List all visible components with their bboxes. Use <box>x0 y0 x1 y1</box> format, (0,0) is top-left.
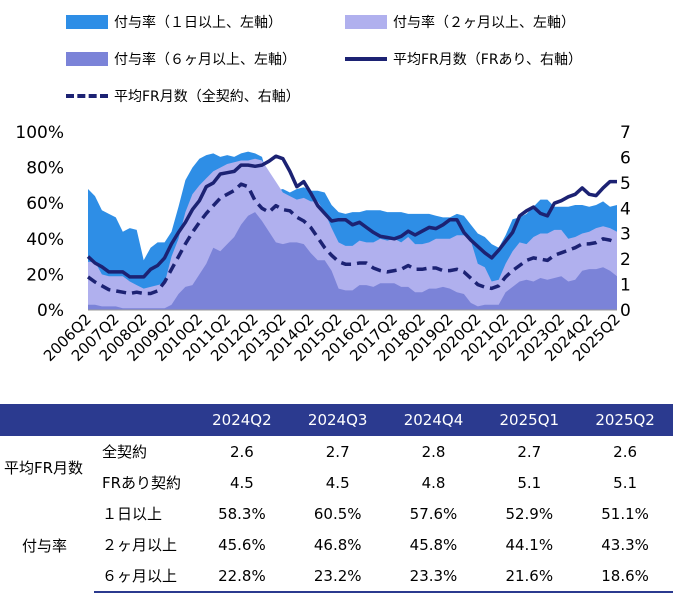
table-cell: 51.1% <box>601 504 649 523</box>
table-cell: 57.6% <box>409 504 458 523</box>
table-cell: 2.7 <box>517 442 542 461</box>
legend-label: 平均FR月数（全契約、右軸） <box>114 89 300 105</box>
table-cell: 4.5 <box>229 473 254 492</box>
table-row-label: １日以上 <box>102 505 163 523</box>
table-cell: 21.6% <box>481 560 578 593</box>
legend-line-dashed <box>66 94 108 98</box>
table-cell: 2.8 <box>421 442 446 461</box>
y-left-tick-label: 0% <box>37 301 64 321</box>
table-cell: 52.9% <box>505 504 554 523</box>
legend-label: 付与率（２ヶ月以上、左軸） <box>393 15 575 31</box>
y-right-tick-label: 0 <box>620 301 631 321</box>
table-header-cell: 2024Q3 <box>289 404 386 436</box>
y-right-tick-label: 7 <box>620 123 631 143</box>
y-right-tick-label: 1 <box>620 276 631 296</box>
y-left-tick-label: 60% <box>26 194 64 214</box>
y-right-tick-label: 5 <box>620 174 631 194</box>
table-row: 平均FR月数 全契約 2.6 2.7 2.8 2.7 2.6 <box>0 436 673 477</box>
table-cell: 44.1% <box>505 535 554 554</box>
table-cell: 60.5% <box>313 504 362 523</box>
legend-item-rate-2month: 付与率（２ヶ月以上、左軸） <box>345 12 575 32</box>
table-cell: 5.1 <box>517 473 542 492</box>
table-cell: 2.7 <box>325 442 350 461</box>
table-row: 付与率 １日以上 58.3% 60.5% 57.6% 52.9% 51.1% <box>0 498 673 555</box>
y-right-tick-label: 3 <box>620 225 631 245</box>
table-header-cell: 2025Q1 <box>481 404 578 436</box>
legend-label: 付与率（６ヶ月以上、左軸） <box>114 52 296 68</box>
table-header-cell: 2024Q4 <box>385 404 482 436</box>
table-cell: 5.1 <box>613 473 638 492</box>
area-series-3 <box>88 212 617 310</box>
table-row-label: 全契約 <box>102 443 148 461</box>
legend-item-fr-all: 平均FR月数（全契約、右軸） <box>66 86 300 106</box>
table-cell: 43.3% <box>601 535 649 554</box>
legend-line-solid <box>345 57 387 61</box>
table-header-cell: 2024Q2 <box>194 404 290 436</box>
table-cell: 4.8 <box>421 473 446 492</box>
y-left-tick-label: 40% <box>26 230 64 250</box>
table-group-label: 平均FR月数 <box>4 458 84 477</box>
legend-swatch <box>345 15 387 29</box>
table-header-row: 2024Q2 2024Q3 2024Q4 2025Q1 2025Q2 <box>0 404 673 436</box>
table-row-label: FRあり契約 <box>102 474 182 492</box>
table-cell: 2.6 <box>229 442 254 461</box>
y-right-tick-label: 4 <box>620 199 631 219</box>
table-cell: 46.8% <box>313 535 362 554</box>
table-row: ６ヶ月以上 22.8% 23.2% 23.3% 21.6% 18.6% <box>0 560 673 593</box>
table-cell: 4.5 <box>325 473 350 492</box>
line-series-fr-all <box>86 182 618 296</box>
table-row-label: ２ヶ月以上 <box>102 536 178 554</box>
chart-area: 0%20%40%60%80%100%012345672006Q22007Q220… <box>15 123 631 365</box>
table-header-cell <box>94 404 194 436</box>
y-right-tick-label: 6 <box>620 148 631 168</box>
table-header-cell: 2025Q2 <box>577 404 673 436</box>
table-cell: 23.3% <box>385 560 482 593</box>
y-left-tick-label: 20% <box>26 265 64 285</box>
legend-item-rate-1day: 付与率（１日以上、左軸） <box>66 12 282 32</box>
table-cell: 23.2% <box>289 560 386 593</box>
table-header-cell <box>0 404 94 436</box>
table-row-label: ６ヶ月以上 <box>94 560 194 593</box>
table-row: ２ヶ月以上 45.6% 46.8% 45.8% 44.1% 43.3% <box>0 529 673 560</box>
legend-swatch <box>66 15 108 29</box>
table-row: FRあり契約 4.5 4.5 4.8 5.1 5.1 <box>0 467 673 498</box>
table-cell: 22.8% <box>194 560 290 593</box>
table-cell: 45.6% <box>218 535 266 554</box>
table-cell: 2.6 <box>613 442 638 461</box>
legend-label: 平均FR月数（FRあり、右軸） <box>393 52 582 68</box>
table-cell: 18.6% <box>577 560 673 593</box>
y-left-tick-label: 80% <box>26 159 64 179</box>
line-series-fr-with <box>86 154 617 279</box>
summary-table: 2024Q2 2024Q3 2024Q4 2025Q1 2025Q2 平均FR月… <box>0 404 673 593</box>
legend-item-rate-6month: 付与率（６ヶ月以上、左軸） <box>66 49 296 69</box>
table-group-label: 付与率 <box>22 536 68 555</box>
y-right-tick-label: 2 <box>620 250 631 270</box>
y-left-tick-label: 100% <box>15 123 64 143</box>
table-cell: 58.3% <box>218 504 266 523</box>
table-cell: 45.8% <box>409 535 458 554</box>
legend-item-fr-with: 平均FR月数（FRあり、右軸） <box>345 49 582 69</box>
chart-legend: 付与率（１日以上、左軸） 付与率（２ヶ月以上、左軸） 付与率（６ヶ月以上、左軸）… <box>0 0 673 120</box>
legend-label: 付与率（１日以上、左軸） <box>114 15 282 31</box>
legend-swatch <box>66 52 108 66</box>
